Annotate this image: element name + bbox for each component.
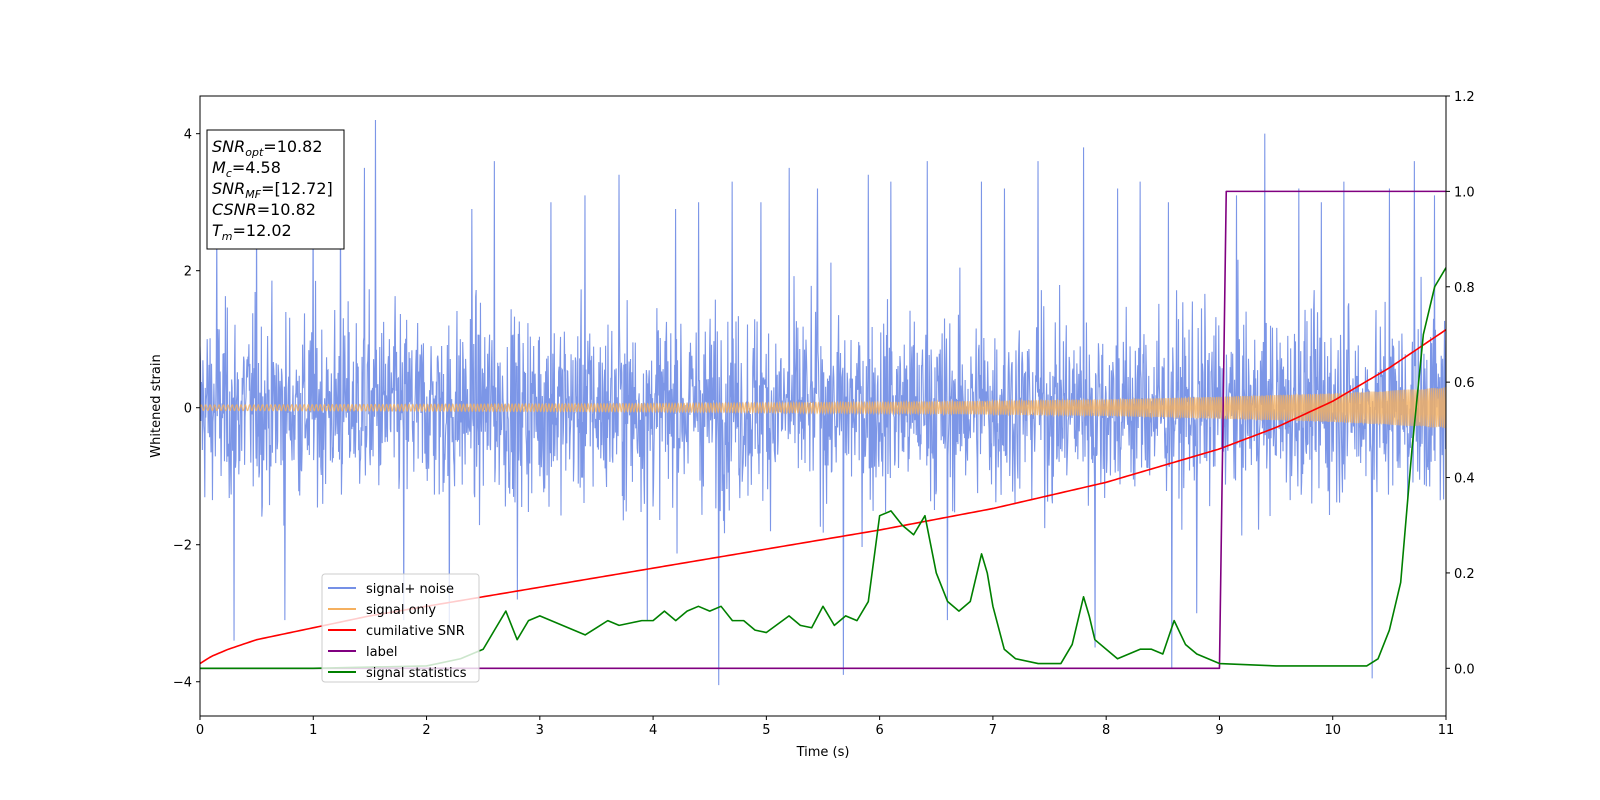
x-tick-label: 2	[422, 723, 430, 738]
series-label-line	[200, 190, 1446, 670]
info-box-line: Tm=12.02	[212, 221, 292, 243]
info-line-value: =[12.72]	[261, 179, 333, 198]
info-box-frame	[206, 129, 345, 250]
x-tick-label: 9	[1215, 723, 1223, 738]
info-line-subscript: c	[226, 167, 232, 180]
y2-tick-label: 0.8	[1454, 281, 1475, 296]
info-box: SNRopt=10.82Mc=4.58SNRMF=[12.72]CSNR=10.…	[206, 129, 345, 250]
legend-label: label	[366, 645, 397, 660]
info-line-value: =4.58	[232, 158, 281, 177]
x-tick-label: 0	[196, 723, 204, 738]
info-line-base: CSNR	[212, 200, 257, 219]
x-tick-label: 6	[875, 723, 883, 738]
series-signal-only-line	[200, 387, 1446, 429]
y2-tick-label: 0.6	[1454, 376, 1475, 391]
y-tick-label: 2	[184, 265, 192, 280]
legend-frame	[321, 573, 480, 683]
x-tick-label: 7	[989, 723, 997, 738]
y2-tick-label: 0.0	[1454, 662, 1475, 677]
legend-label: cumilative SNR	[366, 624, 465, 639]
x-tick-label: 10	[1324, 723, 1341, 738]
legend: signal+ noise signal only cumilative SNR la…	[321, 573, 480, 683]
info-line-value: =10.82	[257, 200, 316, 219]
x-tick-label: 3	[536, 723, 544, 738]
y-tick-label: −4	[173, 676, 192, 691]
legend-label: signal only	[366, 603, 436, 618]
info-line-base: T	[212, 221, 223, 240]
legend-label: signal statistics	[366, 666, 467, 681]
info-line-subscript: MF	[245, 188, 261, 201]
info-box-line: SNRopt=10.82	[212, 137, 323, 159]
y-tick-label: 0	[184, 402, 192, 417]
info-box-line: SNRMF=[12.72]	[212, 179, 333, 201]
info-line-value: =12.02	[233, 221, 292, 240]
x-tick-label: 11	[1438, 723, 1455, 738]
info-box-line: Mc=4.58	[212, 158, 281, 180]
x-tick-label: 8	[1102, 723, 1110, 738]
info-line-base: SNR	[212, 179, 245, 198]
x-axis-label: Time (s)	[796, 745, 850, 760]
info-box-line: CSNR=10.82	[212, 200, 316, 219]
legend-label: signal+ noise	[366, 582, 454, 597]
ticks-layer: 0 1 2 3 4 5 6 7 8 9 10 11 4 2 0 −2 −4 1.2 1.0 0.8 0.6 0.4 0.2 0…	[173, 90, 1475, 738]
series-signal-statistics-line	[200, 267, 1446, 670]
x-tick-label: 4	[649, 723, 657, 738]
y-tick-label: −2	[173, 539, 192, 554]
y2-tick-label: 0.4	[1454, 472, 1475, 487]
plot-frame	[199, 95, 1447, 717]
info-line-base: SNR	[212, 137, 245, 156]
series-signal-noise-line	[200, 119, 1446, 686]
info-line-subscript: m	[222, 230, 233, 243]
y-tick-label: 4	[184, 128, 192, 143]
info-line-value: =10.82	[263, 137, 322, 156]
y-axis-label: Whitened strain	[149, 354, 164, 457]
x-tick-label: 5	[762, 723, 770, 738]
y2-tick-label: 0.2	[1454, 567, 1475, 582]
y2-tick-label: 1.0	[1454, 185, 1475, 200]
info-line-subscript: opt	[245, 146, 264, 159]
y2-tick-label: 1.2	[1454, 90, 1475, 105]
info-line-base: M	[212, 158, 226, 177]
x-tick-label: 1	[309, 723, 317, 738]
